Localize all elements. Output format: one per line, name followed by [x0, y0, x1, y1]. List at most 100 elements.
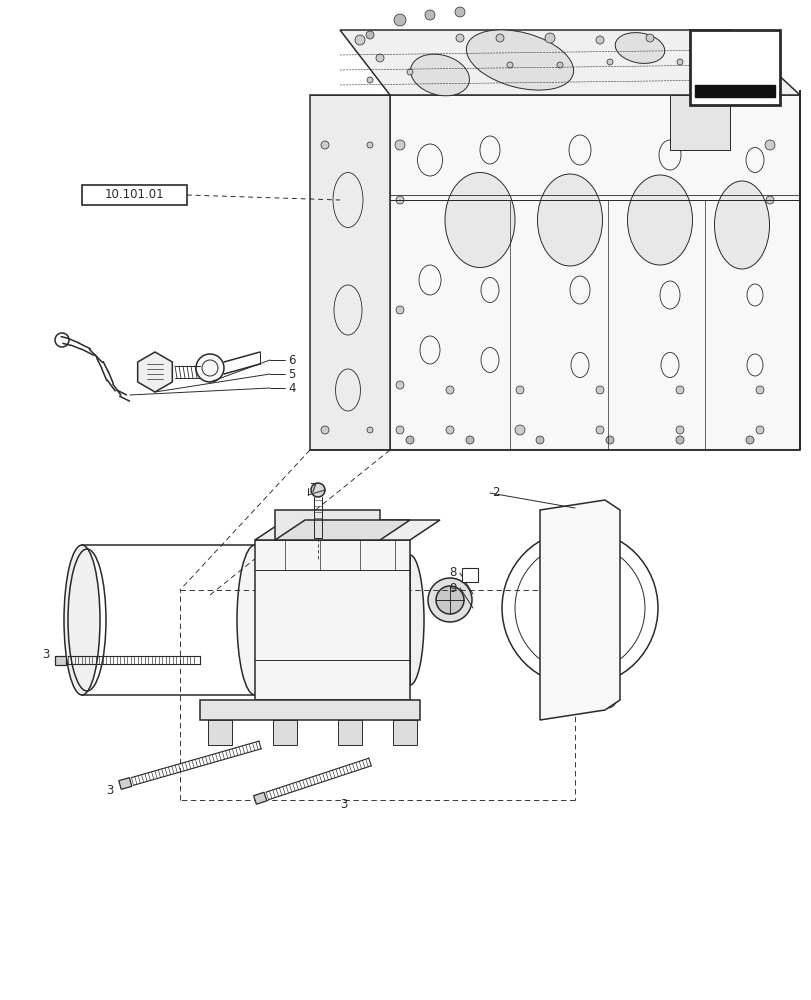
Circle shape [396, 196, 404, 204]
Circle shape [755, 386, 763, 394]
Circle shape [367, 77, 372, 83]
Polygon shape [669, 95, 729, 150]
Circle shape [456, 34, 463, 42]
Circle shape [389, 645, 400, 655]
Circle shape [445, 386, 453, 394]
Circle shape [725, 46, 733, 54]
Bar [389, 95, 799, 450]
Circle shape [764, 140, 774, 150]
Circle shape [496, 34, 504, 42]
Text: 4: 4 [288, 381, 295, 394]
Ellipse shape [466, 30, 573, 90]
Circle shape [367, 427, 372, 433]
Circle shape [289, 519, 301, 531]
Circle shape [547, 688, 556, 696]
Circle shape [406, 436, 414, 444]
Polygon shape [337, 720, 362, 745]
Polygon shape [697, 60, 761, 85]
Circle shape [676, 436, 683, 444]
Polygon shape [272, 720, 297, 745]
Circle shape [595, 386, 603, 394]
Circle shape [406, 69, 413, 75]
Ellipse shape [537, 174, 602, 266]
Circle shape [543, 522, 560, 538]
Polygon shape [393, 720, 417, 745]
Circle shape [605, 436, 613, 444]
Circle shape [676, 386, 683, 394]
Circle shape [765, 196, 773, 204]
Circle shape [599, 514, 616, 530]
Circle shape [427, 578, 471, 622]
Circle shape [394, 140, 405, 150]
Circle shape [393, 14, 406, 26]
Ellipse shape [410, 54, 469, 96]
Circle shape [260, 645, 270, 655]
Text: 6: 6 [288, 354, 295, 366]
Circle shape [676, 426, 683, 434]
Circle shape [320, 141, 328, 149]
Circle shape [270, 560, 389, 680]
Circle shape [515, 386, 523, 394]
Polygon shape [253, 792, 267, 804]
Bar [82, 185, 187, 205]
Polygon shape [255, 520, 440, 540]
Circle shape [375, 54, 384, 62]
Polygon shape [55, 656, 66, 664]
Circle shape [646, 34, 653, 42]
Ellipse shape [444, 172, 514, 267]
Circle shape [514, 425, 525, 435]
Text: 2: 2 [491, 487, 499, 499]
Circle shape [424, 10, 435, 20]
Ellipse shape [396, 555, 423, 685]
Polygon shape [208, 720, 232, 745]
Text: 5: 5 [288, 367, 295, 380]
Ellipse shape [627, 175, 692, 265]
Circle shape [755, 426, 763, 434]
Ellipse shape [237, 545, 272, 695]
Circle shape [195, 354, 224, 382]
Circle shape [311, 483, 324, 497]
Circle shape [400, 728, 410, 738]
Circle shape [389, 585, 400, 595]
Polygon shape [310, 95, 389, 450]
Ellipse shape [569, 514, 590, 526]
Circle shape [506, 62, 513, 68]
Circle shape [603, 696, 611, 704]
Circle shape [260, 585, 270, 595]
Circle shape [599, 692, 616, 708]
Circle shape [280, 728, 290, 738]
Bar [694, 85, 774, 97]
Text: 1: 1 [466, 570, 473, 580]
Circle shape [215, 728, 225, 738]
Circle shape [436, 586, 463, 614]
Circle shape [396, 381, 404, 389]
Text: 7: 7 [310, 482, 317, 494]
Circle shape [367, 142, 372, 148]
Circle shape [745, 436, 753, 444]
Ellipse shape [64, 545, 100, 695]
Text: 3: 3 [106, 784, 114, 796]
Polygon shape [118, 778, 131, 789]
Circle shape [676, 59, 682, 65]
Polygon shape [138, 352, 172, 392]
Ellipse shape [714, 181, 769, 269]
Bar [689, 30, 779, 105]
Circle shape [595, 36, 603, 44]
Polygon shape [275, 520, 410, 540]
Circle shape [556, 62, 562, 68]
Text: 3: 3 [42, 648, 50, 662]
Circle shape [547, 526, 556, 534]
Circle shape [535, 436, 543, 444]
Circle shape [544, 33, 554, 43]
Circle shape [595, 426, 603, 434]
Ellipse shape [615, 33, 664, 63]
Circle shape [354, 519, 366, 531]
Text: 10.101.01: 10.101.01 [105, 188, 164, 202]
Circle shape [603, 518, 611, 526]
Bar [461, 568, 478, 582]
Polygon shape [539, 500, 620, 720]
Circle shape [345, 728, 354, 738]
Circle shape [695, 34, 703, 42]
Circle shape [543, 684, 560, 700]
Circle shape [396, 306, 404, 314]
